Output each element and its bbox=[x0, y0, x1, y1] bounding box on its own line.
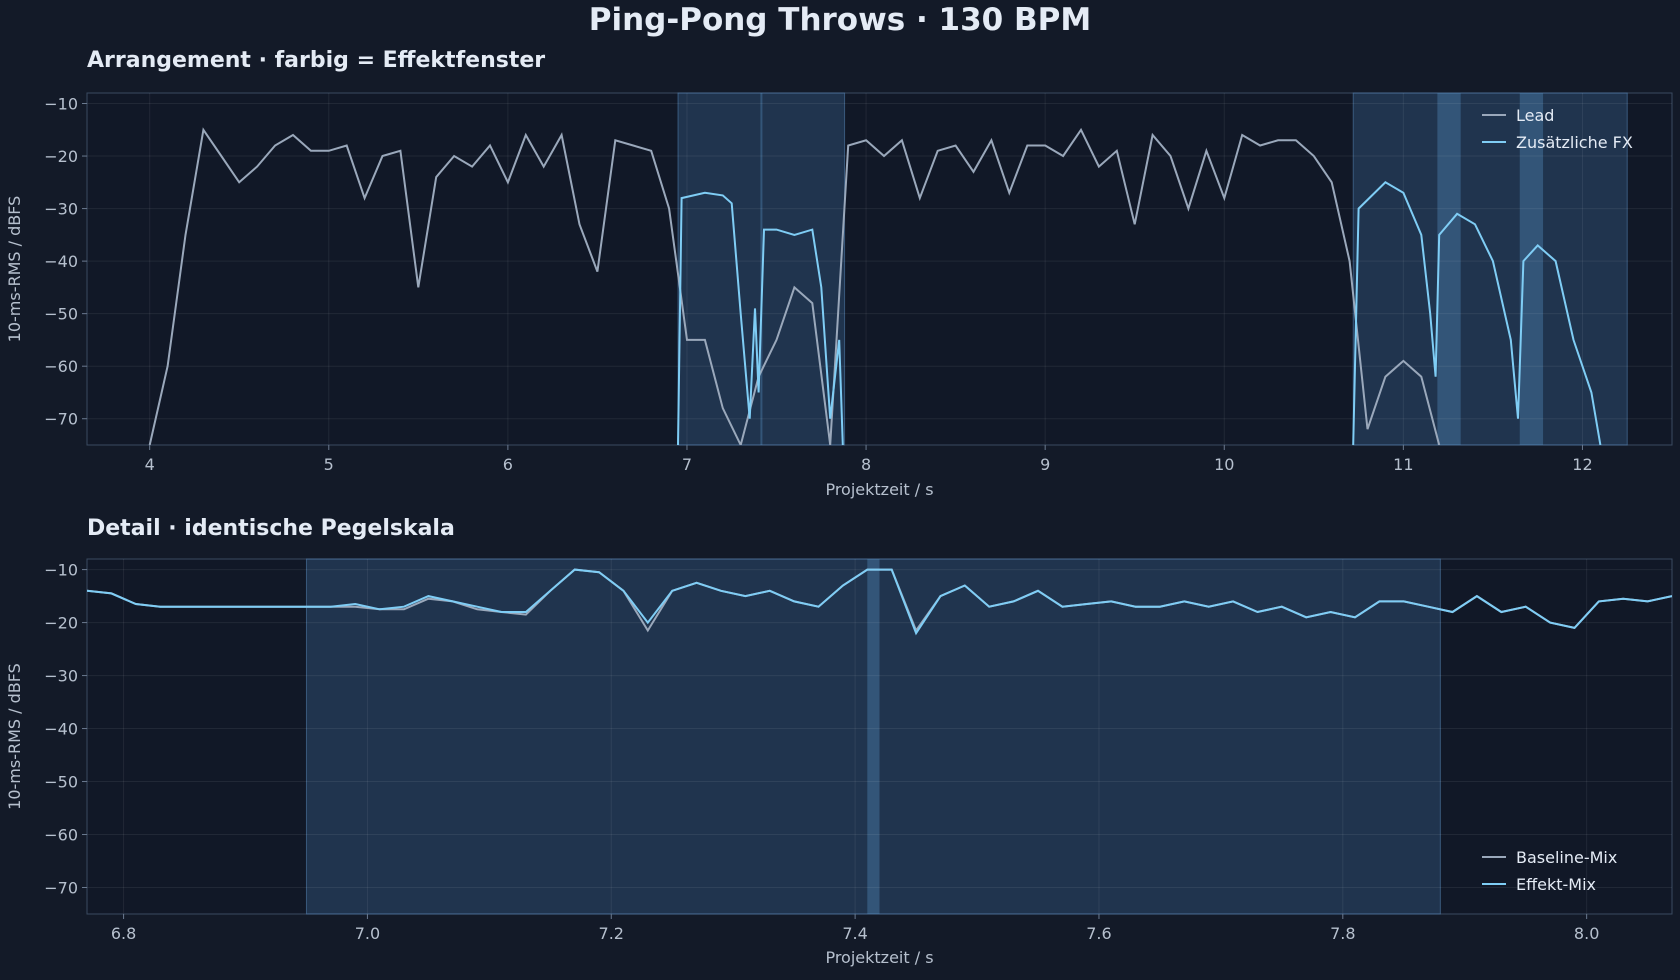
chart-title: Detail · identische Pegelskala bbox=[87, 516, 455, 541]
y-tick-label: −60 bbox=[44, 357, 78, 376]
plot-lines bbox=[148, 127, 1602, 445]
line-series bbox=[87, 568, 1672, 636]
effect-window bbox=[677, 92, 846, 446]
legend-label: Zusätzliche FX bbox=[1516, 133, 1633, 152]
highlight-window bbox=[1437, 93, 1461, 445]
y-tick-label: −50 bbox=[44, 773, 78, 792]
legend-label: Effekt-Mix bbox=[1516, 875, 1596, 894]
y-tick-label: −60 bbox=[44, 826, 78, 845]
x-tick-label: 7.2 bbox=[599, 924, 624, 943]
x-tick-label: 8.0 bbox=[1574, 924, 1599, 943]
y-tick-label: −30 bbox=[44, 200, 78, 219]
effect-window bbox=[1352, 92, 1628, 446]
y-axis-label: 10-ms-RMS / dBFS bbox=[5, 663, 24, 810]
legend-label: Baseline-Mix bbox=[1516, 848, 1617, 867]
x-tick-label: 9 bbox=[1040, 455, 1050, 474]
page-title: Ping-Pong Throws · 130 BPM bbox=[589, 2, 1092, 38]
highlight-window bbox=[1519, 93, 1544, 445]
x-tick-label: 12 bbox=[1572, 455, 1592, 474]
chart-title: Arrangement · farbig = Effektfenster bbox=[87, 48, 545, 73]
plot-lines bbox=[87, 568, 1672, 636]
x-tick-label: 6 bbox=[503, 455, 513, 474]
y-tick-label: −40 bbox=[44, 252, 78, 271]
y-axis-label: 10-ms-RMS / dBFS bbox=[5, 196, 24, 343]
x-tick-label: 6.8 bbox=[111, 924, 136, 943]
x-tick-label: 10 bbox=[1214, 455, 1234, 474]
x-tick-label: 5 bbox=[324, 455, 334, 474]
x-tick-label: 7.8 bbox=[1330, 924, 1355, 943]
legend-label: Lead bbox=[1516, 106, 1554, 125]
x-tick-label: 4 bbox=[145, 455, 155, 474]
y-tick-label: −10 bbox=[44, 561, 78, 580]
y-tick-label: −50 bbox=[44, 305, 78, 324]
effect-window bbox=[305, 558, 1441, 915]
y-tick-label: −70 bbox=[44, 879, 78, 898]
y-tick-label: −10 bbox=[44, 95, 78, 114]
line-series bbox=[148, 127, 1441, 445]
x-tick-label: 7.0 bbox=[355, 924, 380, 943]
x-tick-label: 11 bbox=[1393, 455, 1413, 474]
plot-area bbox=[86, 558, 1673, 915]
highlight-window bbox=[867, 559, 880, 914]
y-tick-label: −30 bbox=[44, 667, 78, 686]
x-tick-label: 8 bbox=[861, 455, 871, 474]
x-tick-label: 7.4 bbox=[842, 924, 867, 943]
highlight-window bbox=[760, 93, 763, 445]
y-tick-label: −70 bbox=[44, 410, 78, 429]
y-tick-label: −20 bbox=[44, 614, 78, 633]
x-tick-label: 7.6 bbox=[1086, 924, 1111, 943]
x-axis-label: Projektzeit / s bbox=[825, 480, 933, 499]
x-axis-label: Projektzeit / s bbox=[825, 948, 933, 967]
y-tick-label: −20 bbox=[44, 147, 78, 166]
line-series bbox=[677, 181, 1602, 445]
x-tick-label: 7 bbox=[682, 455, 692, 474]
y-tick-label: −40 bbox=[44, 720, 78, 739]
